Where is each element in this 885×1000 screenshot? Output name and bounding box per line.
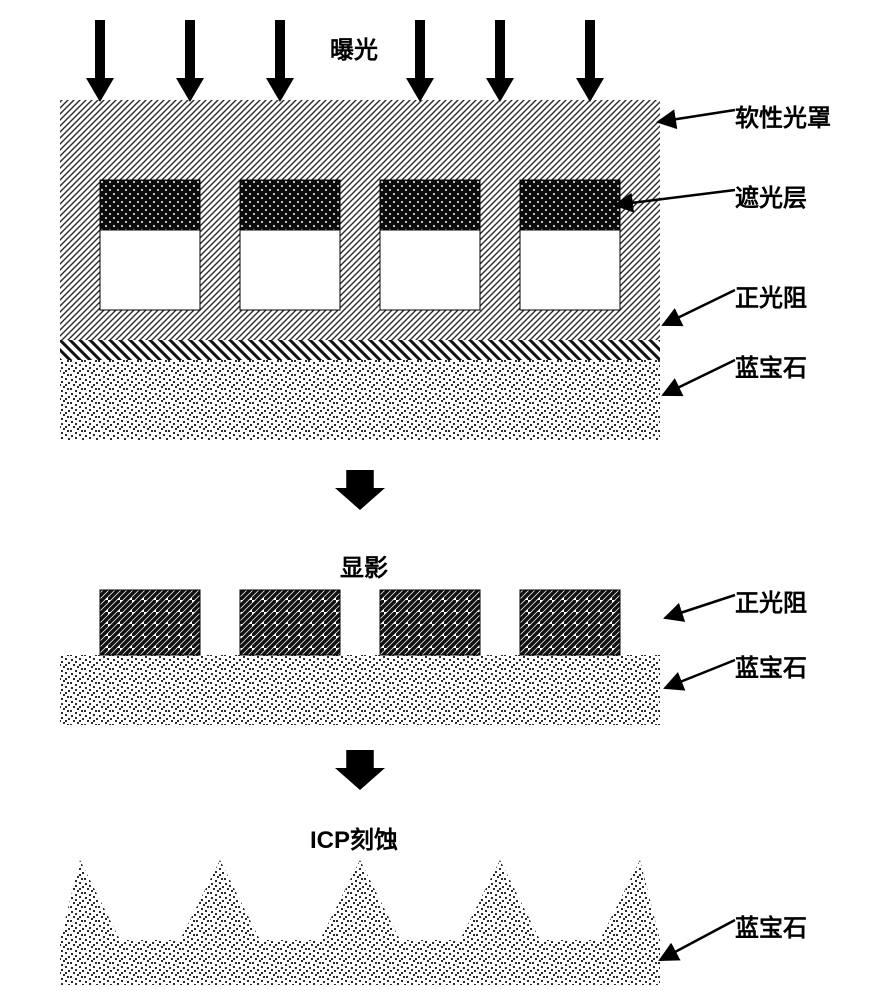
void [100,230,200,310]
callout-arrow [665,595,735,618]
callout-arrow [663,290,735,325]
resist-block [240,590,340,655]
callout-arrow [663,360,735,395]
pos-resist-thin [60,340,660,360]
label-soft-mask: 软性光罩 [735,98,831,133]
process-arrow-icon [335,750,385,790]
void [380,230,480,310]
sapphire-layer [60,360,660,440]
resist-block [100,590,200,655]
callout-arrow [660,920,735,960]
label-sapphire-3: 蓝宝石 [735,908,807,943]
exposure-arrow-head [176,78,204,102]
stage3-group [60,860,660,985]
resist-block [380,590,480,655]
exposure-arrow-head [86,78,114,102]
shading-block [380,180,480,230]
void [520,230,620,310]
shading-block [100,180,200,230]
resist-block [520,590,620,655]
exposure-arrow-head [406,78,434,102]
exposure-arrow-head [576,78,604,102]
label-sapphire-2: 蓝宝石 [735,648,807,683]
callout-arrow [658,110,735,122]
void [240,230,340,310]
step-arrows [335,470,385,790]
sapphire-layer [60,655,660,725]
callout-arrow [665,660,735,688]
stage1-group [60,20,660,440]
stage2-group [60,590,660,725]
process-arrow-icon [335,470,385,510]
label-pos-resist-1: 正光阻 [735,278,807,313]
label-develop: 显影 [340,548,388,583]
exposure-arrow-head [486,78,514,102]
label-icp: ICP刻蚀 [310,820,398,855]
label-pos-resist-2: 正光阻 [735,583,807,618]
label-sapphire-1: 蓝宝石 [735,348,807,383]
shading-block [240,180,340,230]
label-exposure: 曝光 [330,30,378,65]
exposure-arrow-head [266,78,294,102]
label-shading: 遮光层 [735,178,807,213]
sapphire-etched [60,860,660,985]
shading-block [520,180,620,230]
